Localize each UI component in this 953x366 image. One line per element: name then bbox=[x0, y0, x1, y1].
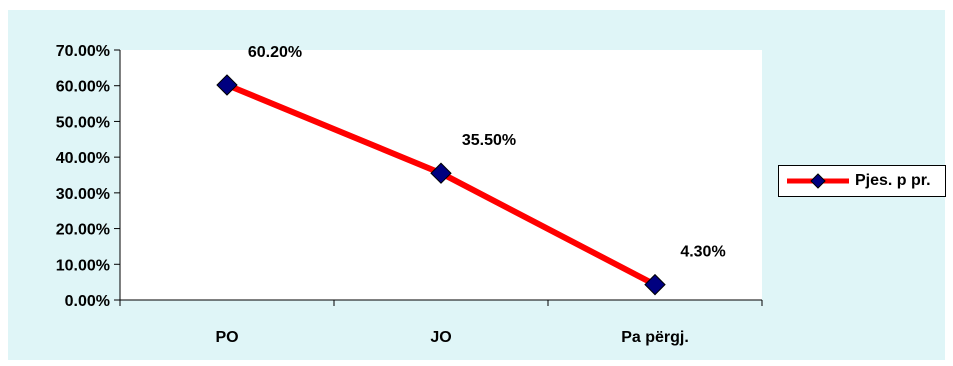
y-tick-label: 20.00% bbox=[56, 222, 110, 239]
x-category-label: JO bbox=[430, 329, 451, 346]
y-tick-label: 70.00% bbox=[56, 43, 110, 60]
x-category-label: Pa përgj. bbox=[621, 329, 689, 346]
y-tick-label: 40.00% bbox=[56, 150, 110, 167]
data-point-marker bbox=[644, 273, 666, 296]
y-tick-label: 60.00% bbox=[56, 79, 110, 96]
chart-area: 0.00% 10.00% 20.00% 30.00% 40.00% 50.00% 60.00… bbox=[8, 10, 946, 360]
data-label: 60.20% bbox=[248, 44, 302, 61]
y-tick-label: 0.00% bbox=[65, 293, 110, 310]
data-label-group: 60.20% 35.50% 4.30% bbox=[248, 44, 726, 261]
y-tick-label: 50.00% bbox=[56, 114, 110, 131]
y-tick-label: 10.00% bbox=[56, 257, 110, 274]
data-point-marker bbox=[216, 74, 238, 96]
legend: Pjes. p pr. bbox=[778, 165, 946, 197]
data-point-marker bbox=[430, 162, 452, 184]
y-tick-label: 30.00% bbox=[56, 186, 110, 203]
legend-swatch bbox=[787, 173, 849, 189]
data-label: 35.50% bbox=[462, 132, 516, 149]
x-tick-group: PO JO Pa përgj. bbox=[119, 300, 763, 346]
data-label: 4.30% bbox=[680, 244, 725, 261]
line-chart: 0.00% 10.00% 20.00% 30.00% 40.00% 50.00% 60.00… bbox=[56, 43, 763, 346]
series-group bbox=[216, 74, 666, 296]
legend-label: Pjes. p pr. bbox=[855, 172, 931, 189]
y-tick-group: 0.00% 10.00% 20.00% 30.00% 40.00% 50.00% 60.00… bbox=[56, 43, 120, 310]
x-category-label: PO bbox=[215, 329, 238, 346]
